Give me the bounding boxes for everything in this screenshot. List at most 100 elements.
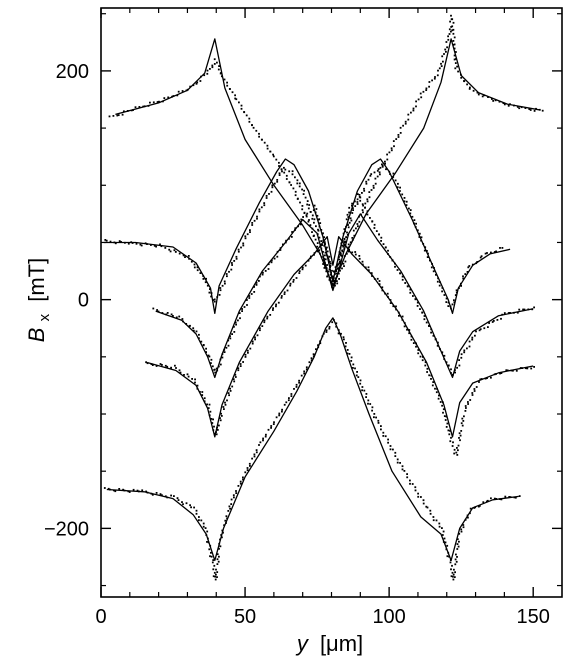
data-point — [396, 461, 399, 464]
data-point — [399, 462, 401, 464]
data-point — [513, 104, 515, 107]
data-point — [239, 480, 242, 483]
data-point — [279, 249, 282, 251]
data-point — [216, 296, 219, 298]
data-point — [242, 478, 244, 481]
data-point — [445, 301, 448, 303]
data-point — [412, 109, 415, 112]
data-point — [136, 489, 139, 492]
data-point — [451, 25, 454, 28]
data-point — [446, 544, 449, 547]
data-point — [406, 473, 408, 475]
data-point — [479, 256, 482, 259]
data-point — [452, 28, 455, 31]
data-point — [226, 81, 228, 84]
data-point — [457, 449, 459, 452]
data-point — [205, 277, 207, 280]
data-point — [234, 321, 237, 324]
data-point — [368, 191, 371, 193]
data-point — [127, 242, 130, 245]
data-point — [352, 367, 354, 369]
data-point — [423, 318, 426, 321]
data-point — [305, 368, 308, 371]
data-point — [342, 262, 345, 265]
data-point — [518, 308, 521, 311]
data-point — [356, 223, 359, 225]
data-point — [273, 182, 276, 185]
theory-curve — [155, 213, 534, 379]
data-point — [323, 236, 325, 239]
data-point — [207, 537, 209, 540]
data-point — [150, 244, 152, 246]
data-point — [224, 519, 227, 522]
data-point — [448, 433, 451, 436]
data-point — [237, 485, 240, 487]
data-point — [531, 308, 534, 311]
data-point — [401, 465, 404, 468]
x-axis-unit: [μm] — [320, 631, 363, 656]
data-point — [360, 213, 362, 216]
data-point — [458, 364, 461, 367]
data-point — [457, 545, 460, 548]
data-point — [392, 305, 395, 308]
data-point — [516, 311, 519, 314]
data-point — [466, 83, 468, 86]
data-point — [393, 145, 395, 148]
data-point — [369, 403, 372, 405]
data-point — [409, 482, 411, 485]
data-point — [229, 337, 232, 340]
data-point — [373, 227, 376, 229]
data-point — [217, 560, 220, 563]
data-point — [331, 277, 334, 279]
data-point — [302, 216, 304, 218]
data-point — [216, 563, 219, 565]
data-point — [463, 349, 466, 352]
data-point — [521, 367, 523, 369]
data-point — [173, 249, 176, 252]
data-point — [437, 341, 439, 344]
data-point — [467, 266, 470, 269]
data-point — [410, 111, 412, 114]
data-point — [503, 312, 506, 314]
data-point — [340, 259, 343, 262]
data-point — [261, 273, 264, 276]
data-point — [320, 240, 323, 242]
data-point — [414, 226, 417, 228]
data-point — [205, 351, 207, 353]
data-point — [216, 369, 219, 372]
data-point — [397, 136, 400, 138]
data-point — [490, 376, 492, 379]
data-point — [475, 262, 478, 265]
data-point — [316, 250, 319, 253]
data-point — [389, 445, 392, 447]
data-point — [255, 449, 258, 451]
data-point — [334, 277, 337, 280]
data-point — [462, 420, 465, 422]
data-point — [513, 496, 516, 499]
data-point — [469, 507, 472, 510]
data-point — [389, 302, 392, 304]
data-point — [457, 70, 459, 73]
data-point — [387, 253, 389, 255]
data-point — [213, 63, 216, 65]
data-point — [328, 327, 331, 330]
data-point — [384, 162, 386, 165]
data-point — [214, 575, 217, 578]
data-point — [118, 240, 121, 242]
data-point — [228, 270, 230, 273]
data-point — [296, 198, 299, 200]
plot-frame — [100, 7, 563, 598]
data-point — [371, 220, 374, 223]
data-point — [323, 241, 326, 244]
data-point — [142, 105, 145, 108]
data-point — [310, 357, 313, 360]
data-point — [332, 284, 335, 287]
data-point — [473, 388, 476, 390]
data-point — [453, 47, 456, 50]
data-point — [389, 448, 392, 451]
data-point — [329, 266, 331, 269]
data-point — [354, 367, 356, 370]
y-axis-title: B x [mT] — [24, 258, 53, 342]
data-point — [276, 250, 279, 253]
data-point — [216, 61, 218, 64]
